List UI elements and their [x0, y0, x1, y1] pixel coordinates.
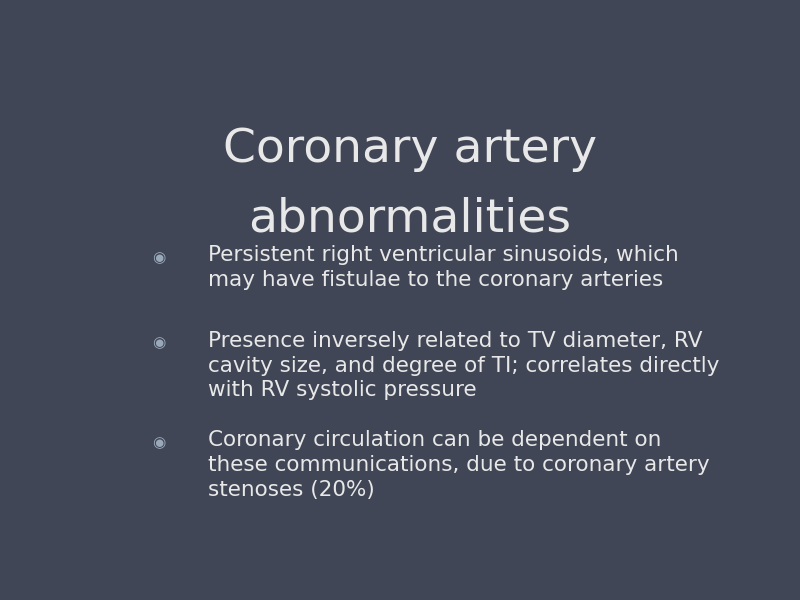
Text: Coronary artery: Coronary artery: [223, 127, 597, 172]
Text: ◉: ◉: [152, 250, 166, 265]
Text: Coronary circulation can be dependent on
these communications, due to coronary a: Coronary circulation can be dependent on…: [209, 430, 710, 500]
Text: abnormalities: abnormalities: [249, 197, 571, 242]
Text: Persistent right ventricular sinusoids, which
may have fistulae to the coronary : Persistent right ventricular sinusoids, …: [209, 245, 679, 290]
Text: ◉: ◉: [152, 434, 166, 449]
Text: Presence inversely related to TV diameter, RV
cavity size, and degree of TI; cor: Presence inversely related to TV diamete…: [209, 331, 720, 400]
Text: ◉: ◉: [152, 335, 166, 350]
